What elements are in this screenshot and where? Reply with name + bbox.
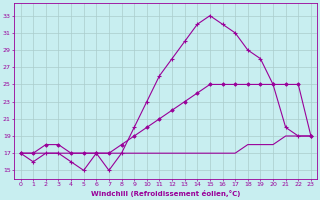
X-axis label: Windchill (Refroidissement éolien,°C): Windchill (Refroidissement éolien,°C) <box>91 190 240 197</box>
